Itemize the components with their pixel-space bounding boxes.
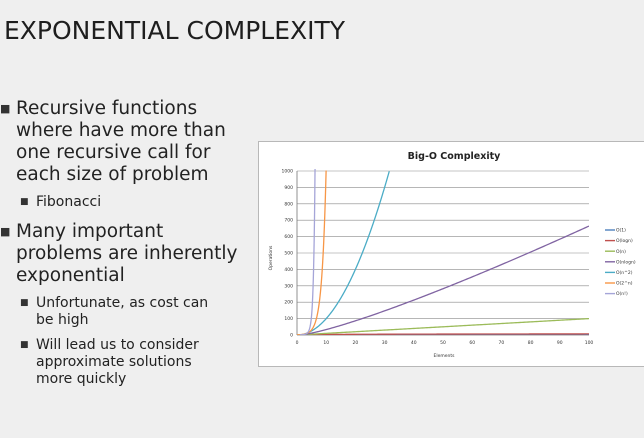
x-tick-label: 10 xyxy=(323,340,329,346)
legend-label: O(logn) xyxy=(616,238,633,244)
legend-label: O(1) xyxy=(616,228,626,234)
bullet-line: problems are inherently xyxy=(16,243,238,264)
series-line xyxy=(297,171,390,335)
subbullet-line: more quickly xyxy=(36,371,127,387)
x-tick-label: 90 xyxy=(557,340,563,346)
bullet-line: exponential xyxy=(16,265,125,286)
legend: O(1) O(logn) O(n) O(nlogn) O(n^2) O(2^n) O(n!) xyxy=(605,228,636,297)
bullet-line: one recursive call for xyxy=(16,142,211,163)
subbullet-approximate: ■ Will lead us to consider approximate s… xyxy=(0,337,255,388)
subbullet-line: approximate solutions xyxy=(36,354,192,370)
x-tick-label: 20 xyxy=(353,340,359,346)
x-tick-label: 30 xyxy=(382,340,388,346)
y-tick-label: 1000 xyxy=(282,169,294,175)
y-tick-label: 700 xyxy=(284,218,293,224)
subbullet-fibonacci: ■ Fibonacci xyxy=(0,194,255,211)
gridlines xyxy=(297,170,589,319)
bullet-line: each size of problem xyxy=(16,164,209,185)
y-tick-label: 100 xyxy=(284,316,293,322)
x-tick-label: 0 xyxy=(296,340,299,346)
x-tick-label: 50 xyxy=(440,340,446,346)
legend-label: O(n!) xyxy=(616,291,628,297)
chart-svg: Big-O Complexity Operations Elements 0 10… xyxy=(268,151,636,359)
chart-title: Big-O Complexity xyxy=(408,151,501,162)
bullet-recursive-functions: ■ Recursive functions where have more th… xyxy=(0,98,255,186)
bullet-line: Recursive functions xyxy=(16,98,198,119)
y-tick-label: 400 xyxy=(284,267,293,273)
series-line xyxy=(299,333,589,335)
y-tick-label: 800 xyxy=(284,201,293,207)
x-tick-label: 100 xyxy=(585,340,594,346)
square-bullet-icon: ■ xyxy=(0,102,11,115)
y-tick-label: 200 xyxy=(284,300,293,306)
subbullet-unfortunate: ■ Unfortunate, as cost can be high xyxy=(0,295,255,329)
subbullet-line: Will lead us to consider xyxy=(36,337,199,353)
x-tick-label: 80 xyxy=(528,340,534,346)
x-tick-labels: 0 10 20 30 40 50 60 70 80 90 100 xyxy=(296,340,594,346)
bullet-line: where have more than xyxy=(16,120,226,141)
x-tick-label: 70 xyxy=(499,340,505,346)
square-bullet-icon: ■ xyxy=(20,298,29,308)
y-tick-label: 600 xyxy=(284,234,293,240)
legend-label: O(n) xyxy=(616,249,626,255)
bullet-line: Many important xyxy=(16,221,164,242)
series-line xyxy=(299,225,589,335)
subbullet-line: be high xyxy=(36,312,89,328)
legend-label: O(n^2) xyxy=(616,270,633,276)
subbullet-line: Fibonacci xyxy=(36,194,102,210)
legend-label: O(nlogn) xyxy=(616,259,636,265)
y-tick-label: 900 xyxy=(284,185,293,191)
y-axis-label: Operations xyxy=(268,245,274,270)
slide-title: EXPONENTIAL COMPLEXITY xyxy=(4,16,346,45)
series-lines xyxy=(297,169,589,335)
subbullet-line: Unfortunate, as cost can xyxy=(36,295,209,311)
y-tick-labels: 0 100 200 300 400 500 600 700 800 900 1000 xyxy=(282,169,294,339)
bullet-list: ■ Recursive functions where have more th… xyxy=(0,98,255,392)
x-tick-label: 40 xyxy=(411,340,417,346)
series-line xyxy=(299,169,316,335)
square-bullet-icon: ■ xyxy=(0,225,11,238)
x-tick-label: 60 xyxy=(469,340,475,346)
big-o-chart: Big-O Complexity Operations Elements 0 10… xyxy=(258,141,644,367)
y-tick-label: 300 xyxy=(284,283,293,289)
x-axis-label: Elements xyxy=(434,353,456,359)
bullet-many-important-problems: ■ Many important problems are inherently… xyxy=(0,221,255,287)
y-tick-label: 500 xyxy=(284,251,293,257)
square-bullet-icon: ■ xyxy=(20,340,29,350)
square-bullet-icon: ■ xyxy=(20,197,29,207)
y-tick-label: 0 xyxy=(290,333,293,339)
legend-label: O(2^n) xyxy=(616,281,633,287)
series-line xyxy=(297,317,589,335)
